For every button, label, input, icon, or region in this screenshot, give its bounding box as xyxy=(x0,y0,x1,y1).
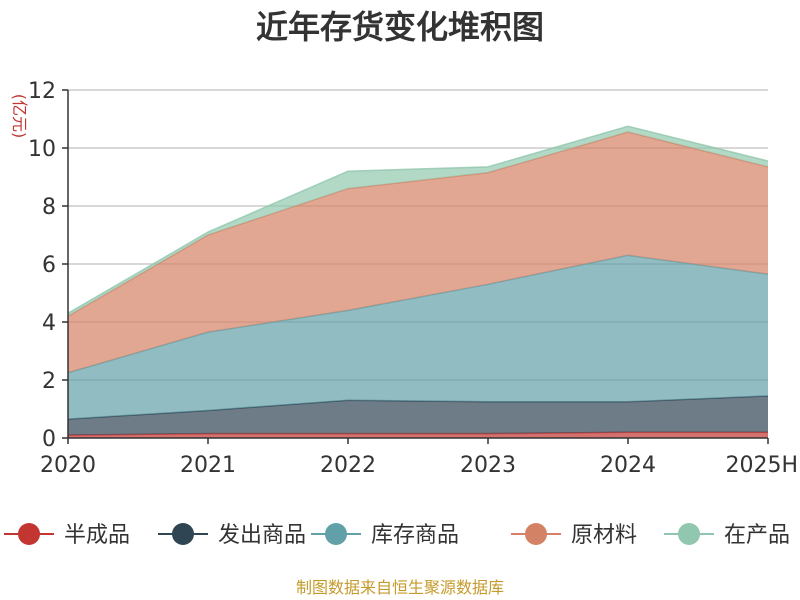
y-tick-label: 2 xyxy=(42,369,56,394)
legend-marker xyxy=(18,523,40,545)
area-series-5-edge xyxy=(67,125,769,314)
y-tick-label: 6 xyxy=(42,253,56,278)
legend: 半成品 发出商品 库存商品 原材料 在产品 xyxy=(4,523,790,548)
area-series-3 xyxy=(68,255,768,420)
y-axis-unit-label: (亿元) xyxy=(10,94,29,139)
legend-label: 库存商品 xyxy=(371,523,459,548)
x-tick-label: 2020 xyxy=(40,453,96,478)
axes: 0 2 4 6 8 10 12 2020 2021 2022 2023 2024 2025H xyxy=(28,79,798,478)
legend-label: 在产品 xyxy=(724,523,790,548)
area-series-2 xyxy=(68,395,768,436)
legend-marker xyxy=(525,523,547,545)
y-tick-label: 12 xyxy=(28,79,56,104)
x-tick-label: 2023 xyxy=(460,453,516,478)
x-tick-label: 2021 xyxy=(180,453,236,478)
legend-item-1[interactable]: 半成品 xyxy=(4,523,130,548)
legend-marker xyxy=(325,523,347,545)
legend-item-2[interactable]: 发出商品 xyxy=(158,523,306,548)
legend-item-4[interactable]: 原材料 xyxy=(511,523,637,548)
y-tick-label: 8 xyxy=(42,195,56,220)
y-tick-label: 4 xyxy=(42,311,56,336)
legend-label: 原材料 xyxy=(571,523,637,548)
legend-item-5[interactable]: 在产品 xyxy=(664,523,790,548)
legend-item-3[interactable]: 库存商品 xyxy=(311,523,459,548)
area-series-5 xyxy=(68,126,768,317)
x-tick-label: 2024 xyxy=(600,453,656,478)
data-source-note: 制图数据来自恒生聚源数据库 xyxy=(296,578,504,597)
legend-marker xyxy=(172,523,194,545)
y-tick-label: 10 xyxy=(28,137,56,162)
chart-title: 近年存货变化堆积图 xyxy=(256,8,544,46)
legend-label: 发出商品 xyxy=(218,523,306,548)
area-series-layer xyxy=(67,125,769,438)
area-series-4 xyxy=(68,132,768,373)
y-tick-label: 0 xyxy=(42,427,56,452)
x-tick-label: 2022 xyxy=(320,453,376,478)
x-tick-label: 2025H xyxy=(725,453,798,478)
legend-label: 半成品 xyxy=(64,523,130,548)
legend-marker xyxy=(678,523,700,545)
